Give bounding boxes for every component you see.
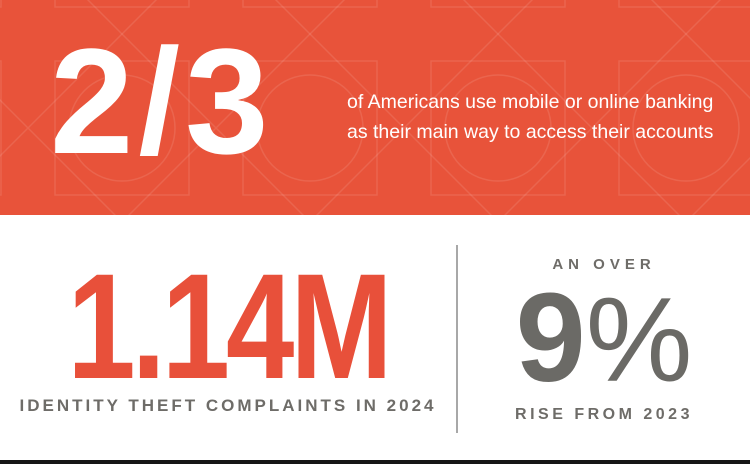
banner-fraction-stat: 2/3: [50, 17, 274, 185]
banner-description: of Americans use mobile or online bankin…: [347, 87, 713, 147]
footer-bar: [0, 460, 750, 464]
identity-theft-value: 1.14M: [67, 242, 392, 410]
rise-caption: RISE FROM 2023: [515, 406, 693, 423]
stats-section: 1.14M IDENTITY THEFT COMPLAINTS IN 2024 …: [0, 215, 750, 460]
banner-description-line1: of Americans use mobile or online bankin…: [347, 91, 714, 113]
identity-theft-stat: 1.14M IDENTITY THEFT COMPLAINTS IN 2024: [0, 215, 456, 460]
rise-value-group: 9%: [516, 275, 693, 401]
banner-description-line2: as their main way to access their accoun…: [347, 121, 714, 143]
banner-section: 2/3 of Americans use mobile or online ba…: [0, 0, 750, 215]
percent-sign: %: [585, 273, 693, 407]
rise-prefix: AN OVER: [552, 256, 656, 273]
vertical-divider: [456, 245, 458, 433]
rise-stat: AN OVER 9% RISE FROM 2023: [458, 215, 750, 460]
rise-value: 9: [515, 267, 586, 408]
identity-theft-caption: IDENTITY THEFT COMPLAINTS IN 2024: [19, 396, 437, 415]
